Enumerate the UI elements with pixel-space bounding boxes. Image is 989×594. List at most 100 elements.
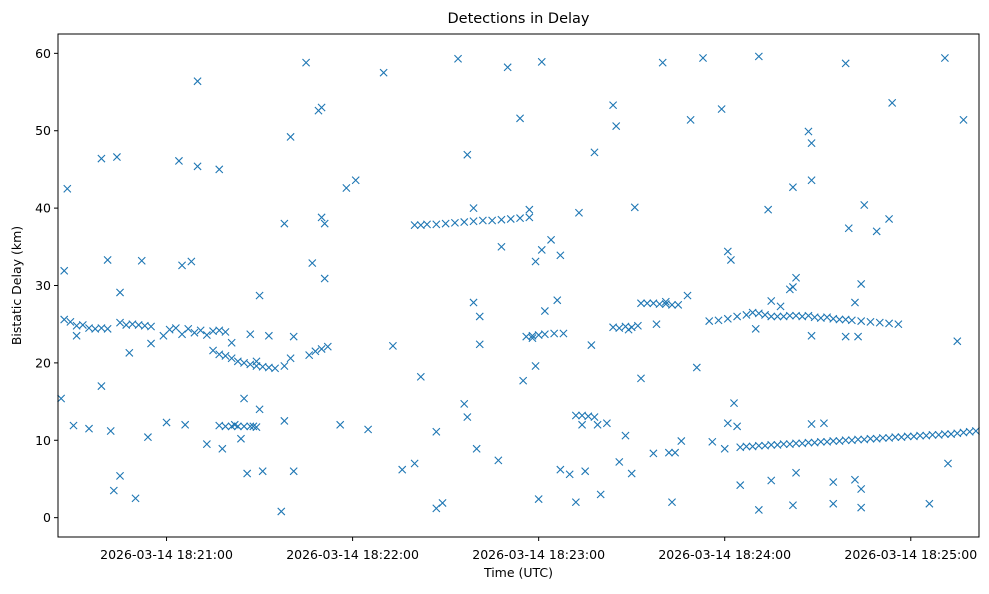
data-point: [252, 357, 261, 366]
data-point: [227, 354, 236, 363]
data-point: [637, 299, 645, 308]
data-point: [63, 184, 72, 193]
y-tick-label: 30: [35, 278, 51, 293]
data-point: [804, 311, 813, 320]
data-point: [792, 468, 801, 477]
data-point: [829, 437, 838, 446]
data-point: [540, 330, 549, 339]
data-point: [627, 469, 636, 478]
data-point: [540, 307, 549, 316]
data-point: [565, 470, 574, 479]
data-point: [767, 440, 776, 449]
data-point: [854, 435, 863, 444]
data-point: [872, 227, 881, 236]
y-tick-label: 50: [35, 123, 51, 138]
y-axis-label: Bistatic Delay (km): [9, 226, 24, 345]
data-point: [754, 505, 763, 514]
data-point: [218, 444, 227, 453]
data-point: [302, 58, 311, 67]
data-point: [761, 310, 770, 319]
data-point: [649, 449, 658, 458]
data-point: [888, 98, 897, 107]
data-point: [571, 498, 580, 507]
plot-area: [57, 52, 980, 516]
data-point: [178, 261, 187, 270]
data-point: [280, 361, 289, 370]
data-point: [116, 318, 125, 327]
data-point: [171, 324, 180, 333]
data-point: [723, 419, 732, 428]
data-point: [311, 347, 320, 356]
y-tick-label: 40: [35, 201, 51, 216]
data-point: [916, 431, 925, 440]
data-point: [841, 436, 850, 445]
data-point: [178, 330, 187, 339]
data-point: [668, 498, 676, 507]
data-point: [720, 444, 729, 453]
data-point: [860, 201, 869, 210]
data-point: [866, 317, 875, 326]
data-point: [109, 486, 118, 495]
data-point: [779, 440, 788, 449]
data-point: [940, 430, 949, 439]
data-point: [754, 441, 763, 450]
x-tick-label: 2026-03-14 18:22:00: [286, 547, 419, 562]
data-point: [894, 320, 903, 329]
data-point: [885, 214, 894, 223]
data-point: [271, 364, 280, 373]
data-point: [410, 459, 419, 468]
data-point: [692, 363, 701, 372]
data-point: [841, 332, 850, 341]
data-point: [788, 283, 797, 292]
data-point: [66, 317, 75, 326]
data-point: [469, 217, 478, 226]
data-point: [423, 220, 432, 229]
x-axis: 2026-03-14 18:21:00 2026-03-14 18:22:00 20…: [100, 537, 977, 562]
data-point: [215, 165, 224, 174]
data-point: [60, 266, 69, 275]
data-point: [792, 273, 801, 282]
data-point: [723, 247, 732, 256]
data-point: [240, 358, 249, 367]
data-point: [615, 324, 624, 333]
data-point: [57, 394, 66, 403]
data-point: [764, 205, 773, 214]
data-point: [857, 503, 866, 512]
data-point: [953, 337, 962, 346]
data-point: [829, 478, 838, 487]
x-tick-label: 2026-03-14 18:21:00: [100, 547, 233, 562]
data-point: [246, 360, 255, 369]
data-point: [571, 411, 580, 420]
data-point: [450, 218, 459, 227]
data-point: [767, 296, 776, 305]
data-point: [441, 219, 450, 228]
data-point: [233, 357, 242, 366]
data-point: [280, 219, 289, 228]
data-point: [131, 494, 140, 503]
data-point: [553, 296, 562, 305]
data-point: [469, 298, 478, 307]
data-point: [240, 394, 249, 403]
data-point: [320, 274, 329, 283]
data-point: [537, 57, 546, 66]
data-point: [850, 475, 859, 484]
data-point: [655, 300, 664, 309]
data-point: [609, 101, 618, 110]
data-point: [159, 331, 168, 340]
data-point: [857, 279, 866, 288]
data-point: [264, 331, 273, 340]
data-point: [519, 376, 528, 385]
data-point: [116, 471, 125, 480]
data-point: [236, 434, 245, 443]
data-point: [72, 331, 81, 340]
x-tick-label: 2026-03-14 18:23:00: [472, 547, 605, 562]
data-point: [286, 132, 295, 141]
data-point: [730, 399, 739, 408]
data-point: [463, 413, 472, 422]
data-point: [97, 154, 106, 163]
data-point: [472, 444, 481, 453]
data-point: [193, 162, 202, 171]
data-point: [683, 291, 692, 300]
data-point: [277, 507, 286, 516]
